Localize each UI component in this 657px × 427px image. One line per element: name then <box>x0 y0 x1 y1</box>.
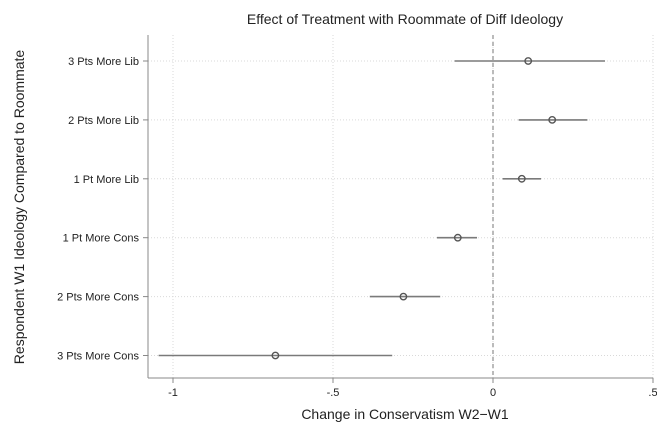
point-estimate <box>453 233 462 242</box>
chart-title: Effect of Treatment with Roommate of Dif… <box>247 11 563 27</box>
x-tick-label: .5 <box>648 387 657 399</box>
x-tick-label: 0 <box>490 387 496 399</box>
y-tick-label: 2 Pts More Lib <box>68 115 139 127</box>
y-tick-label: 3 Pts More Cons <box>57 351 139 363</box>
x-axis-title: Change in Conservatism W2−W1 <box>301 406 509 422</box>
point-estimate <box>517 174 526 183</box>
point-estimate <box>271 351 280 360</box>
marks-layer <box>158 57 605 360</box>
y-tick-label: 3 Pts More Lib <box>68 56 139 68</box>
ticks-layer: -1 -.5 0 .5 3 Pts More Lib 2 Pts More Lib 1 Pt… <box>57 56 657 399</box>
point-estimate <box>524 57 533 65</box>
point-estimate <box>548 116 557 124</box>
x-tick-label: -1 <box>168 387 178 399</box>
y-axis-title: Respondent W1 Ideology Compared to Roomm… <box>11 50 27 365</box>
y-tick-label: 2 Pts More Cons <box>57 292 139 304</box>
x-tick-label: -.5 <box>327 387 340 399</box>
y-tick-label: 1 Pt More Cons <box>63 233 140 245</box>
point-estimate <box>399 292 408 301</box>
y-tick-label: 1 Pt More Lib <box>74 174 139 186</box>
